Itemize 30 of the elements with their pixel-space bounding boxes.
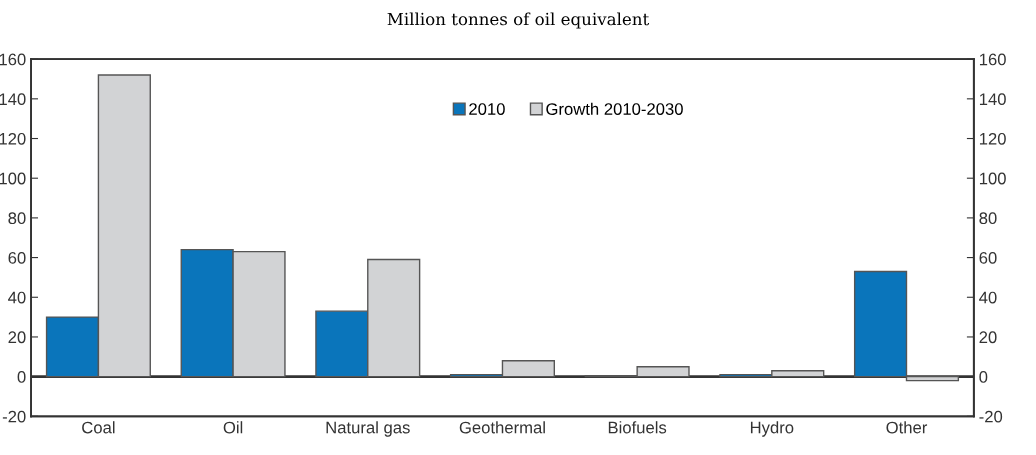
y-tick-label: 120 <box>0 132 26 145</box>
y2-tick-label: 60 <box>979 251 997 264</box>
chart-subtitle: Million tonnes of oil equivalent <box>387 12 650 29</box>
y2-tick-label: 100 <box>979 172 1006 185</box>
y2-tick-label: -20 <box>979 410 1003 423</box>
y2-tick-label: 120 <box>979 132 1006 145</box>
y2-tick-label: 80 <box>979 212 997 225</box>
y-tick-label: -20 <box>2 410 26 423</box>
y-tick-label: 0 <box>17 371 26 383</box>
x-tick-label: Other <box>886 421 928 434</box>
x-tick-label: Biofuels <box>608 421 667 434</box>
y-tick-label: 60 <box>8 251 26 264</box>
y2-tick-label: 160 <box>979 53 1006 66</box>
y2-tick-label: 40 <box>979 291 997 304</box>
y-tick-label: 80 <box>8 212 26 225</box>
x-tick-label: Hydro <box>750 421 794 437</box>
x-tick-label: Oil <box>223 421 243 434</box>
y2-tick-label: 140 <box>979 93 1006 106</box>
y-tick-label: 100 <box>0 172 26 185</box>
x-tick-label: Coal <box>82 421 115 434</box>
legend-label: 2010 <box>469 103 505 115</box>
legend-label: Growth 2010-2030 <box>546 102 683 115</box>
y-tick-label: 20 <box>8 331 26 344</box>
x-tick-label: Natural gas <box>326 421 410 437</box>
x-tick-label: Geothermal <box>459 421 545 434</box>
y2-tick-label: 0 <box>979 371 988 383</box>
y-tick-label: 40 <box>8 291 26 304</box>
y-tick-label: 160 <box>0 53 26 66</box>
y-tick-label: 140 <box>0 93 26 106</box>
y2-tick-label: 20 <box>979 331 997 344</box>
